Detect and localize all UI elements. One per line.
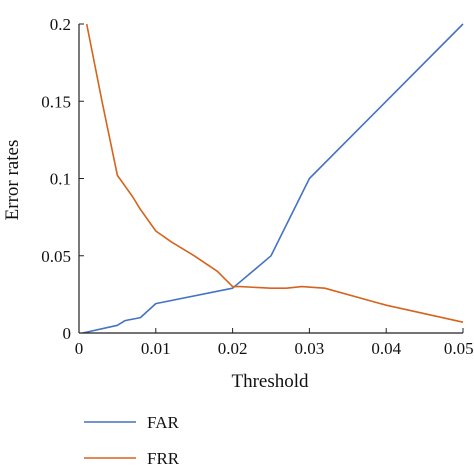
y-tick-label: 0.15	[41, 92, 71, 111]
y-tick-label: 0.1	[50, 170, 71, 189]
y-axis-title: Error rates	[2, 140, 23, 221]
x-tick-label: 0.04	[371, 339, 401, 358]
x-tick-label: 0.050	[444, 339, 474, 358]
x-axis-title: Threshold	[231, 371, 309, 392]
x-tick-label: 0	[75, 339, 84, 358]
plot-area	[82, 23, 464, 334]
legend-label-frr: FRR	[147, 449, 180, 468]
x-tick-label: 0.01	[141, 339, 171, 358]
y-tick-label: 0.2	[50, 15, 71, 34]
x-tick-label: 0.03	[295, 339, 325, 358]
series-line-far	[82, 23, 464, 334]
y-tick-label: 0	[63, 324, 72, 343]
y-tick-label: 0.05	[41, 247, 71, 266]
series-line-frr	[85, 23, 464, 323]
legend: FAR FRR	[84, 413, 180, 468]
axes: 0 0.01 0.02 0.03 0.04 0.050 0 0.05 0.1 0.15 0.2	[41, 15, 474, 358]
x-tick-label: 0.02	[218, 339, 248, 358]
legend-label-far: FAR	[147, 413, 179, 432]
